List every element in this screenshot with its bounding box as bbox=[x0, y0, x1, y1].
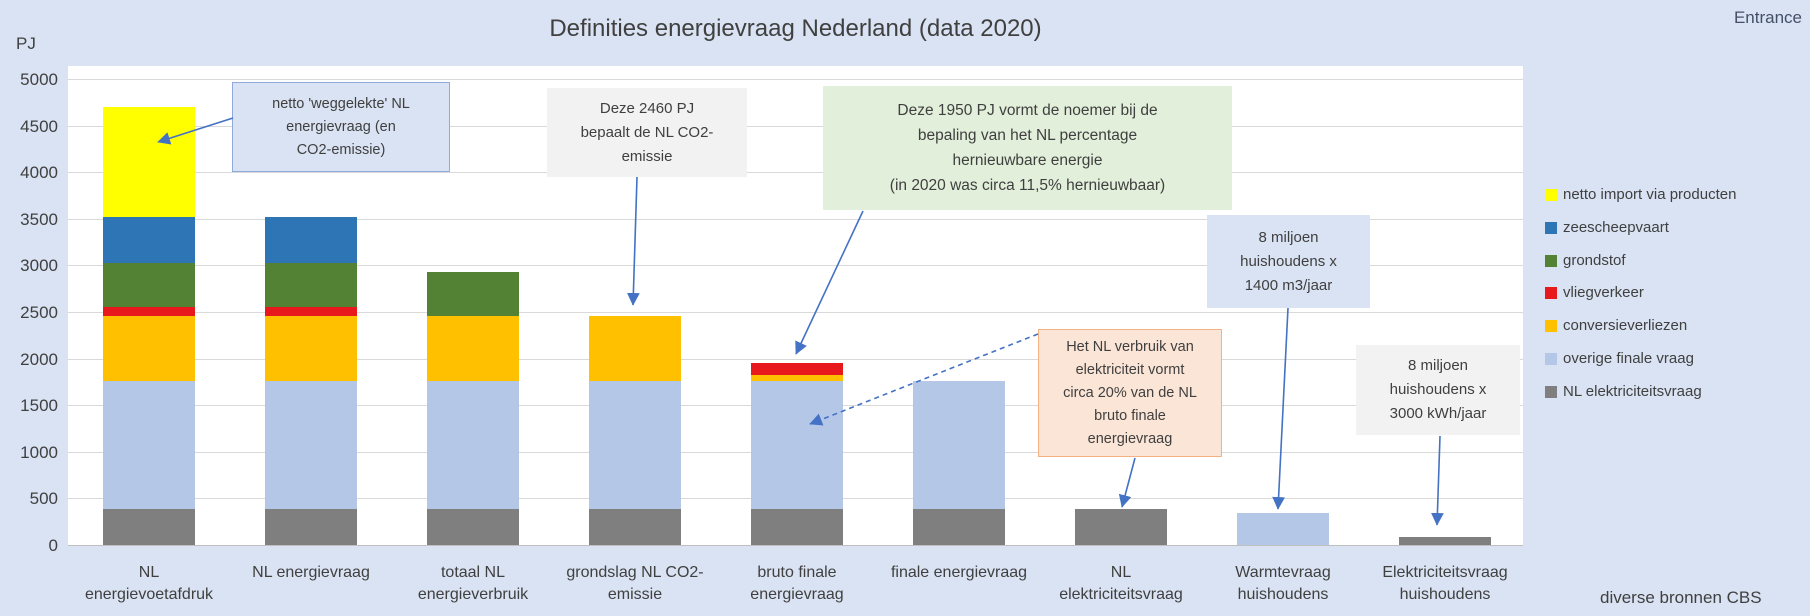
bar-segment bbox=[265, 262, 357, 308]
y-tick-label: 2500 bbox=[20, 303, 58, 322]
legend-swatch-icon bbox=[1545, 385, 1557, 398]
legend-label: netto import via producten bbox=[1563, 186, 1737, 203]
x-category-label: totaal NL energieverbruik bbox=[417, 564, 529, 603]
bar-segment bbox=[265, 381, 357, 509]
entrance-label: Entrance bbox=[1733, 8, 1802, 27]
y-axis-unit-label: PJ bbox=[16, 34, 36, 53]
y-tick-label: 0 bbox=[48, 536, 58, 555]
y-tick-label: 1000 bbox=[20, 442, 58, 462]
bar-segment bbox=[103, 107, 195, 217]
bar-segment bbox=[589, 381, 681, 509]
legend-item: vliegverkeer bbox=[1545, 284, 1644, 301]
bar-segment bbox=[751, 381, 843, 509]
annotation-warmtevraag-8-miljoen: 8 miljoen huishoudens x 1400 m3/jaar bbox=[1207, 215, 1370, 308]
x-category-label: grondslag NL CO2- emissie bbox=[566, 564, 704, 603]
bar-segment bbox=[265, 216, 357, 263]
gridline bbox=[68, 172, 1523, 174]
bar-segment bbox=[751, 375, 843, 381]
bar-segment bbox=[103, 508, 195, 545]
y-tick-label: 3500 bbox=[20, 209, 58, 229]
legend-item: overige finale vraag bbox=[1545, 350, 1694, 367]
gridline bbox=[68, 79, 1523, 80]
bar-segment bbox=[589, 508, 681, 545]
legend-swatch-icon bbox=[1545, 221, 1557, 234]
gridline bbox=[68, 125, 1523, 127]
gridline bbox=[68, 358, 1523, 360]
bar-segment bbox=[751, 363, 843, 376]
bar-segment bbox=[265, 508, 357, 545]
legend-item: zeescheepvaart bbox=[1545, 219, 1669, 236]
bar-segment bbox=[1075, 508, 1167, 545]
legend-swatch-icon bbox=[1545, 188, 1557, 201]
bar-segment bbox=[265, 315, 357, 381]
bar-segment bbox=[427, 315, 519, 381]
y-tick-label: 2000 bbox=[20, 349, 58, 369]
legend-label: grondstof bbox=[1563, 252, 1626, 269]
legend-swatch-icon bbox=[1545, 319, 1557, 332]
legend-item: netto import via producten bbox=[1545, 186, 1736, 203]
legend-swatch-icon bbox=[1545, 286, 1557, 299]
bar-segment bbox=[1237, 513, 1329, 545]
legend-item: grondstof bbox=[1545, 252, 1626, 269]
annotation-elektriciteitsvraag-8-miljoen: 8 miljoen huishoudens x 3000 kWh/jaar bbox=[1356, 345, 1520, 435]
y-tick-label: 1500 bbox=[20, 396, 58, 416]
x-axis-line bbox=[68, 545, 1523, 546]
bar-segment bbox=[913, 508, 1005, 545]
x-category-label: Warmtevraag huishoudens bbox=[1235, 564, 1331, 603]
legend-item: NL elektriciteitsvraag bbox=[1545, 383, 1702, 400]
annotation-netto-weggelekte: netto 'weggelekte' NL energievraag (en CO2… bbox=[232, 82, 450, 172]
legend-item: conversieverliezen bbox=[1545, 317, 1687, 334]
y-tick-label: 3000 bbox=[20, 256, 58, 276]
bar-segment bbox=[427, 271, 519, 316]
x-category-label: NL energievraag bbox=[252, 564, 370, 581]
x-category-label: finale energievraag bbox=[890, 564, 1028, 581]
y-tick-label: 500 bbox=[29, 489, 58, 509]
legend-swatch-icon bbox=[1545, 254, 1557, 267]
chart-title: Definities energievraag Nederland (data … bbox=[549, 15, 1042, 42]
legend-label: overige finale vraag bbox=[1563, 350, 1694, 367]
bar-segment bbox=[103, 262, 195, 308]
x-category-label: Elektriciteitsvraag huishoudens bbox=[1382, 564, 1508, 603]
bar-segment bbox=[913, 381, 1005, 509]
annotation-co2-2460: Deze 2460 PJ bepaalt de NL CO2- emissie bbox=[547, 88, 747, 177]
source-label: diverse bronnen CBS bbox=[1600, 588, 1762, 607]
legend-label: NL elektriciteitsvraag bbox=[1563, 383, 1702, 400]
y-tick-label: 4000 bbox=[20, 163, 58, 183]
bar-segment bbox=[265, 307, 357, 316]
y-tick-label: 5000 bbox=[20, 70, 58, 89]
legend-swatch-icon bbox=[1545, 352, 1557, 365]
x-category-label: NL energievoetafdruk bbox=[84, 564, 214, 603]
bar-segment bbox=[427, 381, 519, 509]
bar-segment bbox=[1399, 536, 1491, 545]
legend-label: conversieverliezen bbox=[1563, 317, 1688, 334]
y-tick-label: 4500 bbox=[20, 116, 58, 136]
x-category-label: NL elektriciteitsvraag bbox=[1059, 564, 1183, 603]
bar-segment bbox=[103, 307, 195, 316]
bar-segment bbox=[103, 315, 195, 381]
bar-segment bbox=[589, 315, 681, 381]
bar-segment bbox=[103, 216, 195, 263]
legend-label: vliegverkeer bbox=[1563, 284, 1644, 301]
bar-segment bbox=[427, 508, 519, 545]
bar-segment bbox=[103, 381, 195, 509]
annotation-elektriciteit-20-procent: Het NL verbruik van elektriciteit vormt ci… bbox=[1038, 329, 1222, 457]
bar-segment bbox=[751, 508, 843, 545]
annotation-hernieuwbaar-1950: Deze 1950 PJ vormt de noemer bij de bepal… bbox=[823, 86, 1232, 210]
legend-label: zeescheepvaart bbox=[1563, 219, 1669, 236]
x-category-label: bruto finale energievraag bbox=[750, 564, 844, 603]
